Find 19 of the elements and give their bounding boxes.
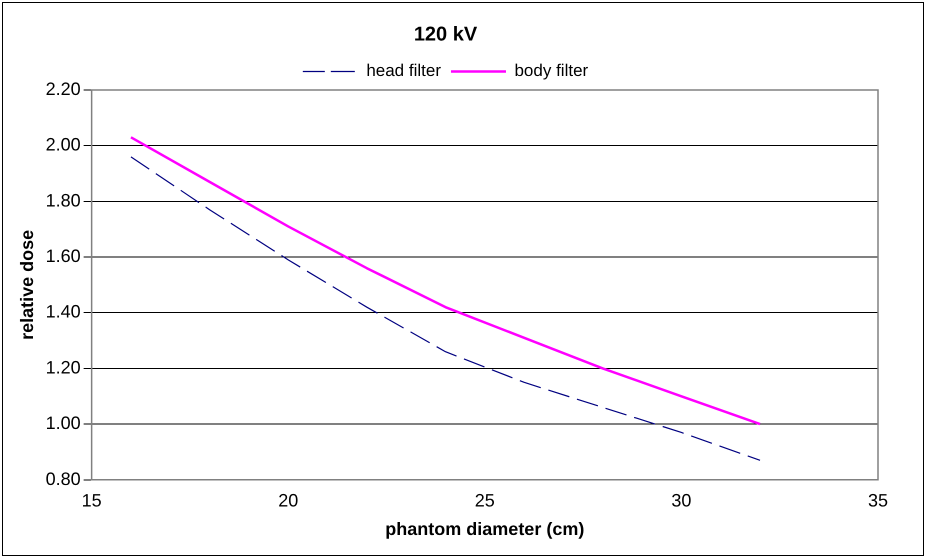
y-tick-label: 1.80 xyxy=(46,190,81,210)
line-series xyxy=(130,156,761,461)
x-tick-label: 15 xyxy=(82,490,102,511)
x-tick-label: 30 xyxy=(671,490,692,511)
legend-label: body filter xyxy=(514,61,589,80)
chart-title: 120 kV xyxy=(414,24,478,46)
y-tick-label: 2.20 xyxy=(46,78,81,99)
y-tick-label: 0.80 xyxy=(46,468,81,489)
y-tick-label: 1.60 xyxy=(46,246,81,266)
y-tick-label: 1.40 xyxy=(46,302,81,322)
x-tick-label: 25 xyxy=(474,490,495,511)
y-tick-label: 1.00 xyxy=(46,413,81,434)
x-tick-label: 20 xyxy=(278,490,298,511)
x-tick-label: 35 xyxy=(868,490,888,511)
x-axis-title: phantom diameter (cm) xyxy=(385,519,584,540)
y-tick-label: 1.20 xyxy=(46,357,81,378)
legend-label: head filter xyxy=(366,61,442,80)
y-axis-title: relative dose xyxy=(16,230,37,340)
y-tick-label: 2.00 xyxy=(46,134,81,155)
